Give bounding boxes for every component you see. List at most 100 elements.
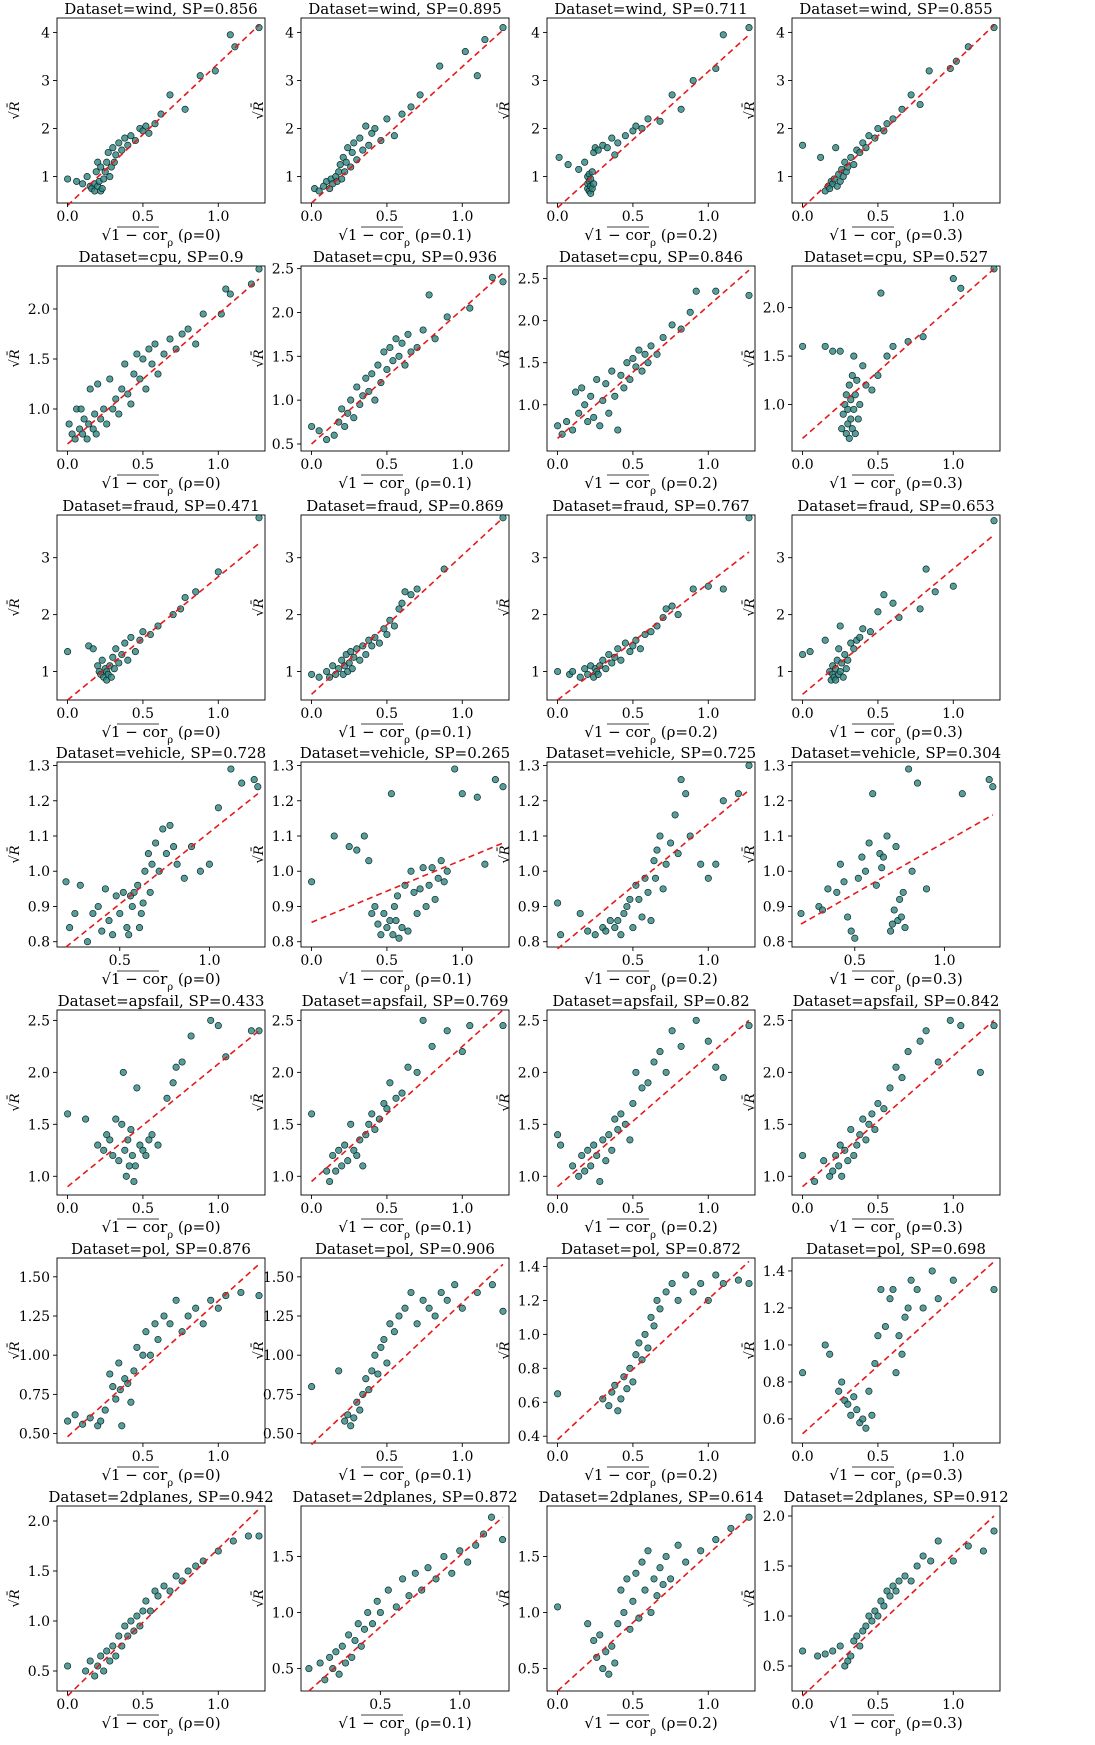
x-tick-label: 0.0	[300, 1201, 322, 1217]
chart-title: Dataset=2dplanes, SP=0.614	[538, 1488, 763, 1506]
data-point	[86, 1657, 94, 1665]
data-point	[899, 888, 907, 896]
y-tick-label: 2.5	[763, 1013, 785, 1029]
data-point	[118, 146, 126, 154]
data-point	[135, 924, 144, 932]
data-point	[368, 909, 376, 918]
data-point	[166, 335, 174, 343]
data-point	[847, 415, 855, 423]
data-point	[596, 1177, 604, 1186]
data-point	[587, 1162, 595, 1170]
data-point	[632, 881, 640, 889]
data-point	[851, 391, 859, 399]
data-point	[368, 1620, 377, 1628]
y-axis-label: √R̄	[497, 845, 513, 863]
chart-title: Dataset=fraud, SP=0.471	[62, 497, 259, 515]
x-tick-label: 0.0	[56, 706, 78, 722]
data-point	[360, 1625, 369, 1633]
data-point	[868, 1411, 876, 1419]
data-point	[103, 1647, 111, 1655]
data-point	[451, 765, 459, 773]
data-point	[621, 639, 629, 647]
fit-line	[67, 278, 260, 445]
data-point	[638, 1558, 646, 1566]
data-point	[838, 1378, 846, 1386]
data-point	[92, 168, 100, 176]
data-point	[877, 289, 885, 297]
data-point	[584, 418, 592, 426]
data-point	[373, 1597, 381, 1605]
chart-panel-2dplanes-1: Dataset=2dplanes, SP=0.872 0.5 1.0 0.5 1.0 1.…	[251, 1488, 518, 1737]
x-axis-label-sub: ρ	[404, 1726, 410, 1737]
data-point	[134, 881, 142, 889]
x-axis-label-expr: √1 − cor	[584, 970, 651, 988]
y-tick-label: 2.0	[28, 1065, 50, 1081]
y-tick-label: 1.0	[272, 393, 294, 409]
data-point	[458, 790, 466, 798]
y-tick-label: 1	[776, 665, 785, 681]
x-tick-label: 0.0	[546, 1697, 568, 1713]
data-point	[127, 132, 135, 140]
data-point	[247, 1027, 255, 1035]
x-axis-label: √1 − corρ (ρ=0)	[101, 1218, 220, 1241]
data-point	[602, 665, 610, 673]
y-tick-label: 1.1	[763, 829, 785, 845]
y-tick-label: 1.0	[518, 864, 540, 880]
data-point	[818, 906, 827, 914]
data-point	[590, 1141, 598, 1149]
plot-frame	[546, 514, 756, 701]
x-tick-label: 0.5	[622, 1449, 644, 1465]
data-point	[850, 161, 858, 169]
fit-line	[557, 1260, 750, 1441]
x-axis-label-sub: ρ	[895, 486, 901, 497]
data-point	[647, 1608, 655, 1617]
data-point	[226, 290, 234, 298]
y-tick-label: 1.0	[518, 1169, 540, 1185]
x-axis-label: √1 − corρ (ρ=0.1)	[338, 1218, 471, 1241]
data-point	[697, 860, 705, 868]
y-tick-label: 0.6	[518, 1395, 540, 1411]
data-point	[653, 1296, 661, 1304]
x-axis-label-rho: (ρ=0.3)	[901, 1714, 963, 1732]
data-point	[576, 909, 584, 918]
data-point	[896, 895, 904, 903]
data-point	[623, 902, 631, 911]
data-point	[177, 605, 185, 613]
data-point	[880, 1105, 888, 1113]
data-point	[638, 367, 646, 375]
data-point	[608, 134, 616, 142]
chart-title: Dataset=pol, SP=0.876	[71, 1240, 251, 1258]
y-axis-label: √R̄	[497, 598, 513, 616]
data-point	[371, 124, 379, 133]
data-point	[172, 1063, 180, 1071]
chart-panel-wind-1: Dataset=wind, SP=0.895 0.0 0.5 1.0 1 2 3 4 √1 − …	[251, 0, 510, 249]
chart-title: Dataset=fraud, SP=0.767	[552, 497, 749, 515]
plot-frame	[300, 1505, 510, 1692]
data-point	[461, 48, 469, 56]
data-point	[872, 881, 880, 889]
data-point	[656, 832, 664, 840]
data-point	[850, 352, 858, 360]
data-point	[614, 1125, 622, 1134]
data-point	[697, 1547, 705, 1555]
y-tick-label: 1.5	[518, 1549, 540, 1565]
data-point	[184, 1567, 192, 1575]
data-point	[650, 1575, 658, 1583]
data-point	[830, 175, 838, 183]
data-point	[617, 371, 625, 379]
data-point	[487, 1513, 496, 1521]
y-tick-label: 1.5	[763, 1117, 785, 1133]
data-point	[682, 790, 690, 798]
data-point	[821, 342, 829, 350]
data-point	[650, 1322, 658, 1330]
data-point	[850, 1393, 858, 1401]
y-tick-label: 1.1	[28, 829, 50, 845]
x-axis-label-rho: (ρ=0.3)	[901, 970, 963, 988]
fit-line	[557, 551, 750, 701]
data-point	[323, 1167, 331, 1175]
data-point	[413, 909, 421, 918]
data-point	[853, 1632, 861, 1640]
data-point	[410, 888, 418, 896]
data-point	[712, 287, 720, 295]
data-point	[389, 357, 397, 365]
